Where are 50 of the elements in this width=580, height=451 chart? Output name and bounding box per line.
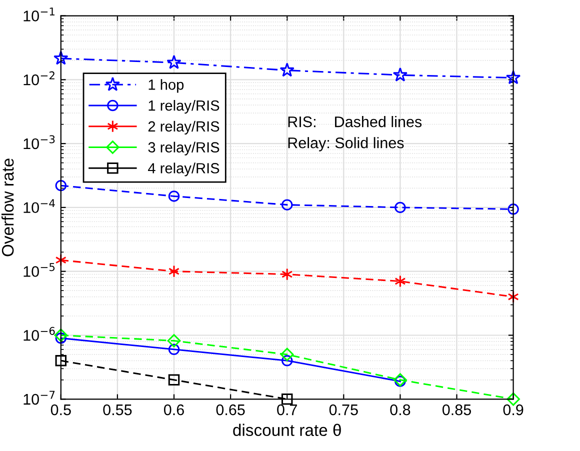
point [166,54,182,69]
point [54,328,68,342]
x-tick-label: 0.75 [329,404,358,416]
point [55,355,67,366]
y-tick-label: 10$^{−7}$ [24,390,55,405]
point [168,190,180,202]
x-tick-label: 0.6 [164,404,184,416]
point [281,394,293,405]
point [168,265,180,278]
annotation: Relay: Solid lines [288,137,404,152]
x-tick-label: 0.55 [103,404,132,416]
point [55,180,67,192]
point [394,274,406,288]
y-axis-title: Overflow rate [1,158,14,256]
legend-label: 1 hop [148,79,184,93]
point [394,202,406,214]
x-tick-label: 0.9 [503,404,524,416]
x-tick-label: 0.7 [277,404,297,416]
point [168,344,180,356]
x-tick-label: 0.5 [50,404,71,416]
point [167,334,181,348]
y-tick-label: 10$^{−5}$ [24,263,55,277]
point [55,254,66,266]
point [282,268,293,281]
point [392,67,408,82]
legend-label: 4 relay/RIS [148,162,220,176]
x-tick-label: 0.65 [216,404,245,416]
point [168,374,180,386]
point [281,199,293,210]
x-tick-label: 0.85 [442,404,471,416]
legend-label: 3 relay/RIS [148,142,220,156]
x-tick-label: 0.8 [390,404,410,416]
point [506,70,521,84]
legend-label: 2 relay/RIS [148,120,220,134]
point [281,355,293,366]
x-axis-title: discount rate θ [233,424,341,436]
point [55,332,67,344]
y-tick-label: 10$^{−1}$ [24,8,54,22]
point [508,204,519,215]
y-tick-label: 10$^{−3}$ [24,135,55,150]
point [280,348,294,362]
y-tick-label: 10$^{−4}$ [24,199,55,214]
point [394,373,407,387]
y-tick-label: 10$^{−2}$ [24,71,54,86]
legend-label: 1 relay/RIS [148,100,220,114]
point [280,62,294,77]
point [394,376,406,387]
point [54,50,68,65]
annotation: RIS: Dashed lines [288,116,422,128]
y-tick-label: 10$^{−6}$ [24,326,55,341]
